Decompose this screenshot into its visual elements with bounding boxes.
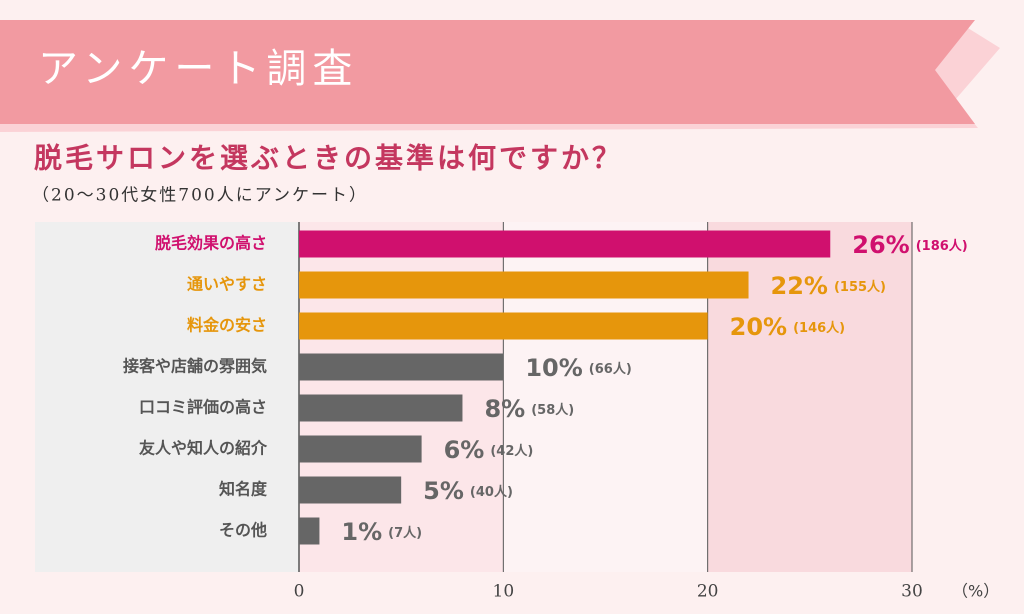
plot: 0 10 20 30 （%） 脱毛効果の高さ 26% (186人) 通いやすさ 22% (155人)… (123, 222, 999, 602)
value-percent: 10% (525, 354, 582, 382)
value-percent: 6% (444, 436, 485, 464)
count-label: (58人) (531, 402, 574, 418)
count-label: (42人) (490, 443, 533, 459)
category-label: 口コミ評価の高さ (139, 398, 267, 417)
count-label: (186人) (916, 238, 968, 254)
banner (0, 20, 975, 124)
category-label: 通いやすさ (187, 275, 267, 294)
x-unit-label: （%） (952, 582, 999, 601)
x-tick-label: 10 (493, 582, 515, 602)
count-label: (66人) (589, 361, 632, 377)
value-percent: 5% (423, 477, 464, 505)
category-label: 脱毛効果の高さ (155, 234, 267, 253)
bar (299, 271, 749, 299)
header-title: アンケート調査 (38, 46, 358, 92)
label-column (35, 222, 299, 572)
category-label: 料金の安さ (187, 316, 267, 335)
value-percent: 8% (484, 395, 525, 423)
count-label: (155人) (834, 279, 886, 295)
bar (299, 394, 463, 422)
value-label: 26% (186人) (852, 231, 967, 259)
category-label: 友人や知人の紹介 (139, 439, 268, 458)
value-label: 22% (155人) (771, 272, 886, 300)
count-label: (7人) (388, 525, 422, 541)
category-label: その他 (219, 521, 267, 540)
count-label: (146人) (793, 320, 845, 336)
value-label: 6% (42人) (444, 436, 534, 464)
value-percent: 1% (341, 518, 382, 546)
bar (299, 312, 708, 340)
x-tick-label: 30 (901, 582, 923, 602)
bar (299, 517, 320, 545)
bar (299, 230, 831, 258)
value-label: 5% (40人) (423, 477, 513, 505)
bar (299, 435, 422, 463)
value-percent: 20% (730, 313, 787, 341)
category-label: 接客や店舗の雰囲気 (123, 357, 267, 376)
value-percent: 22% (771, 272, 828, 300)
value-label: 10% (66人) (525, 354, 631, 382)
category-label: 知名度 (219, 480, 268, 499)
value-label: 1% (7人) (341, 518, 422, 546)
chart-subtitle: （20〜30代女性700人にアンケート） (32, 186, 368, 206)
bar (299, 476, 402, 504)
x-tick-label: 0 (294, 582, 305, 602)
x-tick-label: 20 (697, 582, 719, 602)
bar (299, 353, 504, 381)
count-label: (40人) (470, 484, 513, 500)
value-label: 8% (58人) (484, 395, 574, 423)
chart-title: 脱毛サロンを選ぶときの基準は何ですか？ (34, 142, 623, 175)
value-percent: 26% (852, 231, 909, 259)
value-label: 20% (146人) (730, 313, 845, 341)
